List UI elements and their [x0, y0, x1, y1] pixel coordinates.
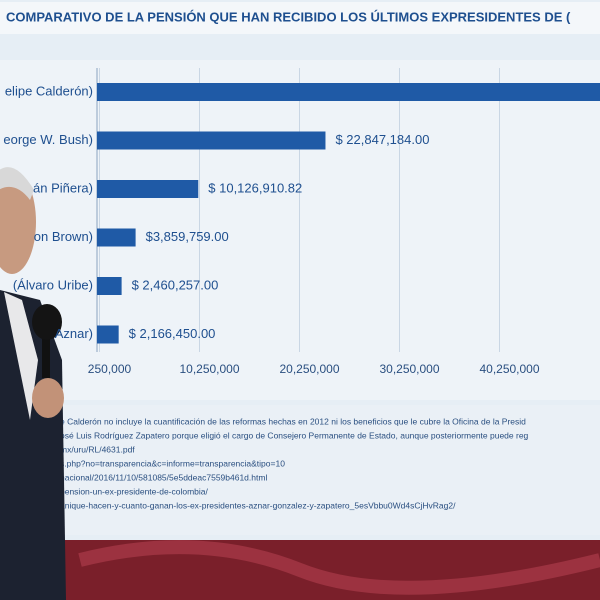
note: osé Luis Rodríguez Zapatero porque eligi… — [60, 430, 529, 440]
chart-title: COMPARATIVO DE LA PENSIÓN QUE HAN RECIBI… — [6, 9, 571, 24]
x-tick-label: 20,250,000 — [279, 362, 339, 376]
bar — [97, 180, 199, 198]
notes-panel — [0, 405, 600, 535]
note: e Calderón no incluye la cuantificación … — [60, 416, 526, 426]
microphone-stem — [42, 330, 50, 378]
x-tick-label: 40,250,000 — [479, 362, 539, 376]
note: s.php?no=transparencia&c=informe=transpa… — [60, 458, 285, 468]
title-band — [0, 2, 600, 34]
y-tick-label: on Brown) — [34, 229, 93, 244]
bar — [97, 228, 136, 247]
value-label: $ 2,460,257.00 — [132, 277, 219, 292]
decor — [78, 540, 600, 595]
y-tick-label: (Álvaro Uribe) — [13, 277, 93, 292]
notes: e Calderón no incluye la cuantificación … — [60, 416, 529, 510]
bar — [97, 83, 600, 101]
microphone — [32, 304, 62, 340]
value-label: $ 22,847,184.00 — [335, 132, 429, 147]
note: nacional/2016/11/10/581085/5e5ddeac7559b… — [60, 472, 267, 482]
shirt — [4, 292, 38, 420]
value-label: $ 10,126,910.82 — [208, 180, 302, 195]
y-tick-label: eorge W. Bush) — [3, 132, 93, 147]
x-tick-label: 30,250,000 — [379, 362, 439, 376]
speaker — [0, 167, 66, 600]
x-tick-label: 10,250,000 — [179, 362, 239, 376]
note: ánique-hacen-y-cuanto-ganan-los-ex-presi… — [60, 500, 456, 510]
x-tick-label: 250,000 — [88, 362, 132, 376]
y-tick-label: án Piñera) — [33, 180, 93, 195]
note: mx/uru/RL/4631.pdf — [60, 444, 135, 454]
value-label: $3,859,759.00 — [146, 229, 229, 244]
bar — [97, 277, 122, 295]
hand — [32, 378, 64, 418]
bar — [97, 325, 119, 344]
value-label: $ 2,166,450.00 — [129, 326, 216, 341]
hair — [0, 167, 34, 200]
y-tick-label: Aznar) — [55, 326, 93, 341]
note: pension-un-ex-presidente-de-colombia/ — [60, 486, 209, 496]
bar — [97, 131, 326, 150]
y-tick-label: elipe Calderón) — [5, 83, 93, 98]
